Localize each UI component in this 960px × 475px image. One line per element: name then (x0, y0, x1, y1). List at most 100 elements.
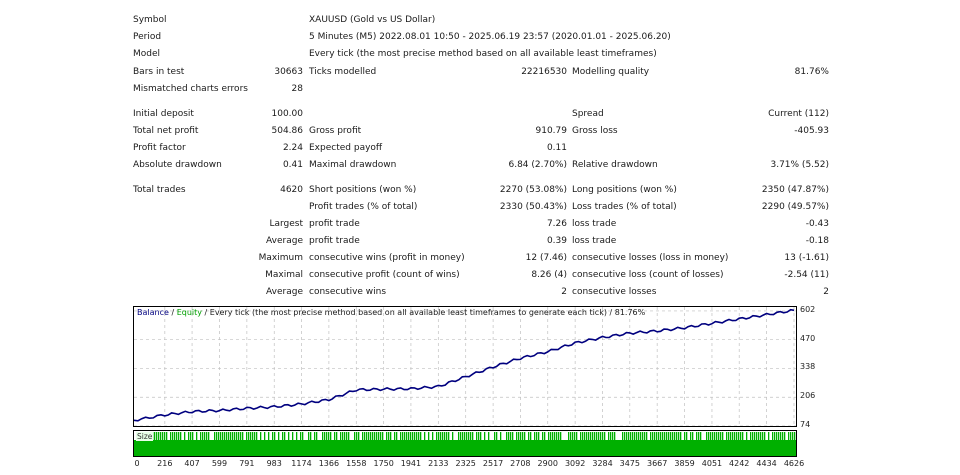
row-maximal: Maximal consecutive profit (count of win… (0, 268, 960, 282)
maximum-prefix: Maximum (258, 253, 303, 263)
maximal-profit-value: 8.26 (4) (531, 270, 567, 280)
balance-chart: Balance / Equity / Every tick (the most … (133, 306, 797, 427)
size-bars (134, 432, 796, 456)
size-label: Size (136, 432, 154, 441)
row-drawdown: Absolute drawdown 0.41 Maximal drawdown … (0, 158, 960, 172)
abs-drawdown-label: Absolute drawdown (133, 160, 222, 170)
average-loss-label: loss trade (572, 236, 617, 246)
gross-loss-label: Gross loss (572, 126, 618, 136)
x-tick-label: 4242 (729, 459, 750, 468)
profit-trades-value: 2330 (50.43%) (499, 202, 567, 212)
row-mismatched: Mismatched charts errors 28 (0, 82, 960, 96)
y-tick-label: 338 (800, 362, 816, 372)
x-tick-label: 2708 (510, 459, 531, 468)
legend-description: / Every tick (the most precise method ba… (201, 308, 646, 317)
mismatched-label: Mismatched charts errors (133, 84, 248, 94)
x-tick-label: 216 (157, 459, 173, 468)
row-period: Period 5 Minutes (M5) 2022.08.01 10:50 -… (0, 30, 960, 44)
avg-consec-prefix: Average (266, 287, 303, 297)
gross-profit-label: Gross profit (309, 126, 362, 136)
average-loss-value: -0.18 (805, 236, 829, 246)
x-tick-label: 2325 (455, 459, 476, 468)
largest-profit-label: profit trade (309, 219, 360, 229)
balance-line (134, 308, 795, 422)
row-bars: Bars in test 30663 Ticks modelled 222165… (0, 65, 960, 79)
long-positions-value: 2350 (47.87%) (761, 185, 829, 195)
row-net-profit: Total net profit 504.86 Gross profit 910… (0, 124, 960, 138)
row-largest: Largest profit trade 7.26 loss trade -0.… (0, 217, 960, 231)
maximum-loss-value: 13 (-1.61) (784, 253, 829, 263)
model-value: Every tick (the most precise method base… (309, 49, 657, 59)
y-tick-label: 74 (800, 420, 811, 429)
row-symbol: Symbol XAUUSD (Gold vs US Dollar) (0, 13, 960, 27)
net-profit-value: 504.86 (271, 126, 304, 136)
gross-loss-value: -405.93 (794, 126, 829, 136)
row-average-consecutive: Average consecutive wins 2 consecutive l… (0, 285, 960, 299)
maximal-loss-label: consecutive loss (count of losses) (572, 270, 724, 280)
row-maximum: Maximum consecutive wins (profit in mone… (0, 251, 960, 265)
x-tick-label: 791 (239, 459, 255, 468)
expected-payoff-label: Expected payoff (309, 143, 383, 153)
x-tick-label: 4434 (756, 459, 777, 468)
row-profit-factor: Profit factor 2.24 Expected payoff 0.11 (0, 141, 960, 155)
row-average: Average profit trade 0.39 loss trade -0.… (0, 234, 960, 248)
x-tick-label: 1366 (318, 459, 340, 468)
balance-chart-plot (134, 307, 796, 426)
largest-prefix: Largest (269, 219, 303, 229)
profit-factor-value: 2.24 (282, 143, 303, 153)
bars-label: Bars in test (133, 67, 185, 77)
average-profit-label: profit trade (309, 236, 360, 246)
gross-profit-value: 910.79 (535, 126, 568, 136)
bars-value: 30663 (274, 67, 303, 77)
legend-separator: / (168, 308, 177, 317)
expected-payoff-value: 0.11 (546, 143, 567, 153)
maximum-profit-value: 12 (7.46) (525, 253, 567, 263)
abs-drawdown-value: 0.41 (282, 160, 303, 170)
average-profit-value: 0.39 (546, 236, 567, 246)
x-tick-label: 1941 (400, 459, 422, 468)
avg-consec-profit-label: consecutive wins (309, 287, 387, 297)
avg-consec-loss-value: 2 (823, 287, 829, 297)
x-tick-label: 2517 (482, 459, 504, 468)
loss-trades-value: 2290 (49.57%) (761, 202, 829, 212)
x-tick-label: 3475 (619, 459, 640, 468)
total-trades-value: 4620 (280, 185, 303, 195)
legend-balance: Balance (137, 308, 169, 317)
profit-trades-label: Profit trades (% of total) (309, 202, 418, 212)
quality-label: Modelling quality (572, 67, 650, 77)
quality-value: 81.76% (794, 67, 829, 77)
y-tick-label: 206 (800, 391, 816, 401)
symbol-label: Symbol (133, 15, 167, 25)
x-tick-label: 1558 (346, 459, 367, 468)
row-deposit: Initial deposit 100.00 Spread Current (1… (0, 107, 960, 121)
largest-loss-label: loss trade (572, 219, 617, 229)
deposit-value: 100.00 (271, 109, 304, 119)
max-drawdown-label: Maximal drawdown (309, 160, 397, 170)
y-tick-label: 470 (800, 333, 816, 343)
x-tick-label: 4051 (701, 459, 723, 468)
spread-label: Spread (572, 109, 604, 119)
maximal-profit-label: consecutive profit (count of wins) (309, 270, 460, 280)
x-tick-label: 3092 (564, 459, 586, 468)
loss-trades-label: Loss trades (% of total) (572, 202, 677, 212)
deposit-label: Initial deposit (133, 109, 194, 119)
x-tick-label: 599 (211, 459, 228, 468)
ticks-value: 22216530 (521, 67, 567, 77)
rel-drawdown-value: 3.71% (5.52) (770, 160, 829, 170)
x-tick-label: 407 (184, 459, 200, 468)
avg-consec-loss-label: consecutive losses (572, 287, 657, 297)
maximum-profit-label: consecutive wins (profit in money) (309, 253, 465, 263)
x-tick-label: 4626 (783, 459, 805, 468)
symbol-value: XAUUSD (Gold vs US Dollar) (309, 15, 436, 25)
total-trades-label: Total trades (133, 185, 186, 195)
x-tick-label: 2900 (537, 459, 558, 468)
y-tick-label: 602 (800, 304, 816, 314)
period-value: 5 Minutes (M5) 2022.08.01 10:50 - 2025.0… (309, 32, 671, 42)
size-chart: Size (133, 430, 797, 457)
largest-profit-value: 7.26 (546, 219, 567, 229)
period-label: Period (133, 32, 162, 42)
maximal-prefix: Maximal (265, 270, 303, 280)
largest-loss-value: -0.43 (805, 219, 829, 229)
short-positions-value: 2270 (53.08%) (499, 185, 567, 195)
x-tick-label: 3284 (592, 459, 613, 468)
